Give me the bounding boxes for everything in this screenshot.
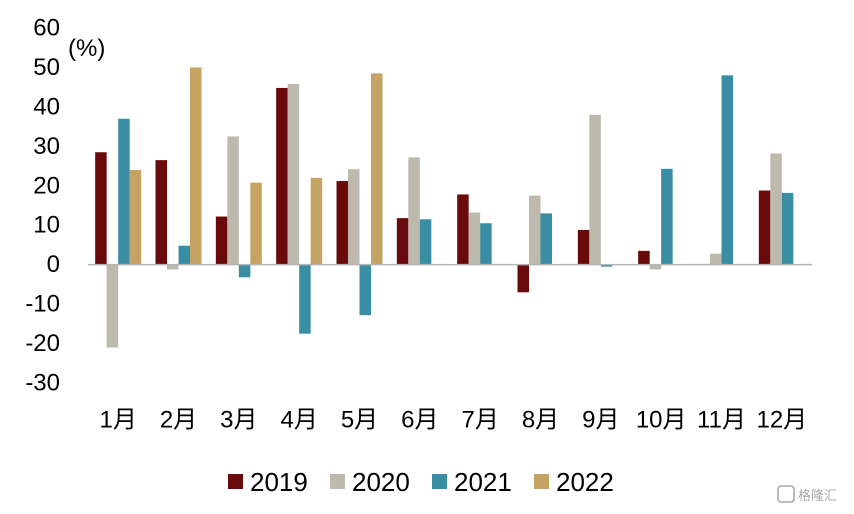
bar-2019-3 (215, 216, 228, 265)
x-tick-label: 10月 (636, 407, 687, 434)
bar-2019-7 (457, 194, 469, 265)
bar-2020-2 (167, 264, 179, 270)
bar-2019-9 (577, 229, 590, 265)
y-tick-label: 0 (47, 251, 60, 278)
bar-2020-8 (529, 195, 541, 265)
legend-swatch-2019 (228, 474, 243, 489)
x-tick-label: 1月 (99, 407, 136, 434)
x-tick-label: 3月 (220, 407, 257, 434)
y-tick-label: 40 (33, 93, 60, 120)
legend-swatch-2020 (330, 474, 345, 489)
x-tick-label: 5月 (341, 407, 378, 434)
bar-2021-11 (721, 75, 733, 265)
bar-2019-5 (336, 181, 348, 265)
y-tick-label: 60 (33, 15, 60, 42)
bar-2021-2 (178, 245, 190, 265)
y-tick-label: -20 (25, 330, 60, 357)
bar-2019-12 (758, 190, 771, 265)
legend: 2019 2020 2021 2022 (228, 467, 614, 497)
y-tick-label: 20 (33, 172, 60, 199)
bar-2019-4 (276, 87, 288, 265)
bar-2021-4 (299, 264, 311, 334)
y-tick-label: -30 (25, 370, 60, 397)
bar-2021-7 (480, 223, 492, 265)
y-axis-unit-label: (%) (68, 35, 105, 62)
bar-2020-3 (227, 136, 239, 265)
bar-2020-7 (468, 212, 481, 265)
legend-label-2021: 2021 (454, 467, 512, 497)
bar-2021-5 (359, 264, 371, 316)
bar-2019-6 (396, 218, 409, 265)
x-tick-label: 11月 (697, 407, 746, 434)
bar-2020-9 (589, 114, 601, 265)
bar-2022-5 (371, 73, 383, 265)
bar-2022-3 (250, 182, 262, 265)
bar-2021-8 (540, 213, 552, 265)
x-axis-ticks: 1月 2月 3月 4月 5月 6月 7月 8月 9月 10月 11月 12月 (99, 407, 807, 434)
y-axis-ticks: 60 50 40 30 20 10 0 -10 -20 -30 (25, 15, 60, 397)
legend-swatch-2021 (432, 474, 447, 489)
x-tick-label: 7月 (461, 407, 498, 434)
x-tick-label: 9月 (582, 407, 619, 434)
logo-icon (777, 485, 795, 503)
bar-2020-1 (106, 264, 119, 348)
y-tick-label: 50 (33, 54, 60, 81)
bar-2020-12 (770, 153, 782, 265)
y-tick-label: -10 (25, 291, 60, 318)
bar-2019-2 (155, 160, 167, 265)
bar-2021-1 (118, 118, 130, 265)
x-tick-label: 6月 (401, 407, 438, 434)
bar-2021-6 (419, 219, 432, 265)
y-tick-label: 30 (33, 133, 60, 160)
bar-2021-9 (600, 264, 613, 267)
bar-2022-1 (129, 170, 142, 265)
watermark: 格隆汇 (777, 485, 837, 504)
y-tick-label: 10 (33, 212, 60, 239)
bar-2021-3 (238, 264, 251, 278)
bar-2019-8 (517, 264, 529, 293)
bar-2022-2 (190, 67, 202, 265)
x-tick-label: 8月 (522, 407, 559, 434)
x-tick-label: 2月 (160, 407, 197, 434)
watermark-text: 格隆汇 (798, 488, 837, 504)
bar-2020-11 (710, 253, 722, 265)
bars (95, 67, 794, 348)
bar-2020-4 (287, 84, 300, 265)
x-tick-label: 4月 (280, 407, 317, 434)
legend-label-2019: 2019 (250, 467, 308, 497)
bar-2022-4 (310, 177, 323, 265)
bar-2019-10 (638, 250, 650, 265)
bar-2020-10 (649, 264, 662, 270)
bar-2021-10 (661, 168, 673, 265)
bar-2020-5 (348, 169, 360, 265)
bar-2020-6 (408, 157, 420, 265)
bar-2021-12 (781, 192, 794, 265)
bar-2019-1 (95, 152, 107, 265)
legend-label-2020: 2020 (352, 467, 410, 497)
x-tick-label: 12月 (756, 407, 807, 434)
legend-swatch-2022 (534, 474, 549, 489)
legend-label-2022: 2022 (556, 467, 614, 497)
